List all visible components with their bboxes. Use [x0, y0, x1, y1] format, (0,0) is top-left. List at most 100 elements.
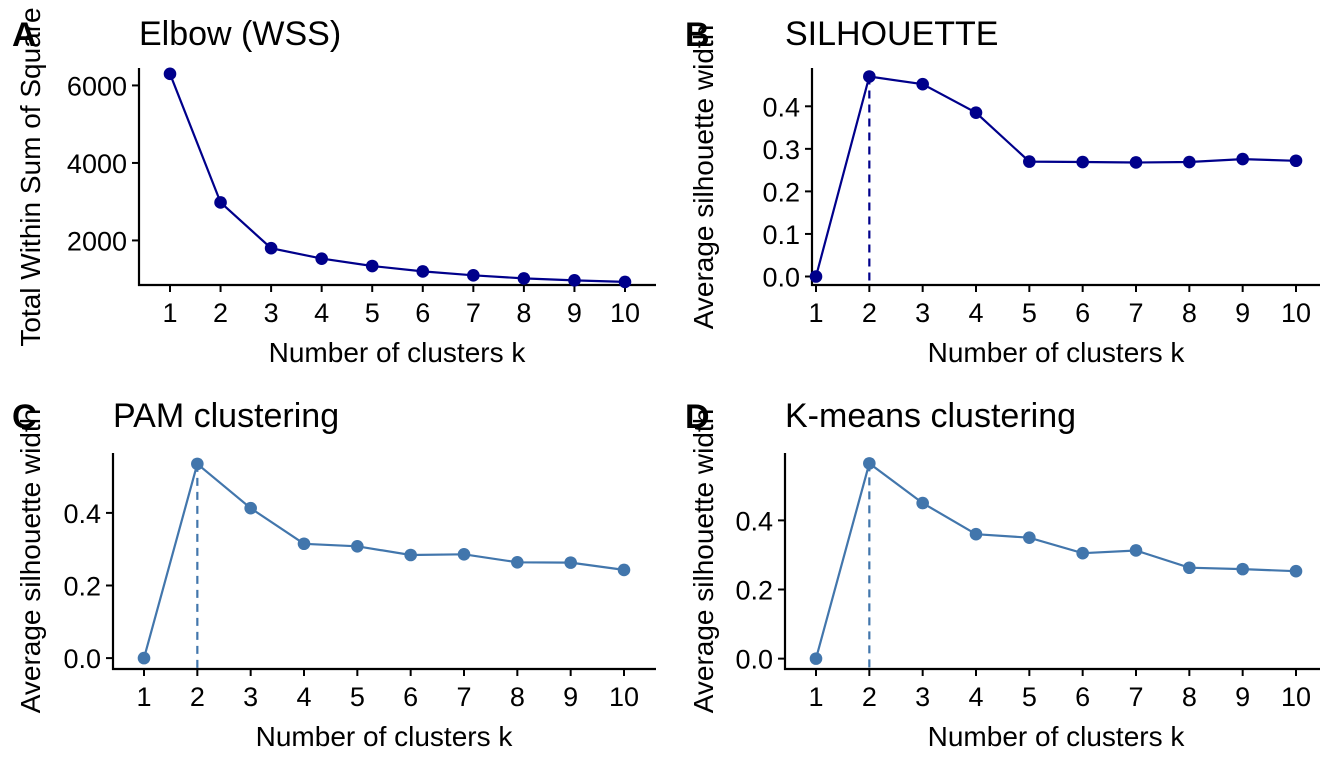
data-point — [809, 270, 823, 283]
x-tick-label: 7 — [456, 682, 471, 712]
y-tick-label: 0.3 — [762, 135, 800, 165]
data-point — [1076, 155, 1089, 169]
x-axis-label: Number of clusters k — [269, 337, 527, 368]
series-line — [168, 73, 626, 283]
x-tick-label: 9 — [563, 682, 578, 712]
x-tick-label: 1 — [808, 298, 823, 328]
chart-title: K-means clustering — [785, 397, 1076, 435]
data-point — [568, 274, 581, 287]
panel-tag: B — [685, 16, 710, 54]
data-point — [863, 70, 876, 83]
panel-a: 1 2 3 4 5 6 7 8 9 10 2000 4000 6000 Elbow (WSS) Number… — [12, 7, 656, 368]
data-point — [191, 457, 204, 471]
data-point — [1236, 152, 1249, 166]
data-point — [564, 556, 577, 569]
data-point — [1183, 561, 1196, 575]
x-tick-label: 5 — [1022, 682, 1037, 712]
data-point — [1129, 544, 1143, 557]
y-tick-label: 6000 — [67, 71, 127, 101]
y-tick-label: 0.2 — [735, 576, 773, 606]
x-tick-label: 7 — [1128, 298, 1143, 328]
data-point — [1289, 154, 1303, 168]
x-tick-label: 5 — [365, 298, 380, 328]
x-tick-label: 3 — [264, 298, 279, 328]
y-axis-label: Average silhouette width — [688, 409, 719, 714]
x-tick-label: 9 — [1235, 298, 1250, 328]
data-point — [163, 67, 177, 81]
data-point — [969, 527, 983, 541]
x-tick-label: 7 — [466, 298, 481, 328]
y-tick-label: 0.0 — [735, 645, 773, 675]
data-point — [365, 259, 379, 273]
series-line — [814, 461, 1297, 659]
x-tick-label: 5 — [350, 682, 365, 712]
data-point — [137, 651, 151, 665]
x-tick-label: 6 — [415, 298, 430, 328]
data-point — [1076, 546, 1089, 560]
x-tick-label: 8 — [1182, 682, 1197, 712]
y-tick-label: 0.4 — [762, 92, 800, 122]
data-point — [457, 547, 471, 561]
data-point — [297, 537, 311, 551]
x-tick-label: 10 — [609, 682, 639, 712]
x-tick-label: 10 — [610, 298, 640, 328]
data-point — [517, 272, 531, 285]
y-tick-label: 2000 — [67, 226, 127, 256]
data-point — [511, 555, 524, 569]
data-point — [351, 539, 364, 553]
panel-tag: D — [685, 398, 710, 436]
x-tick-label: 8 — [516, 298, 531, 328]
y-tick-label: 0.2 — [762, 177, 800, 207]
chart-title: SILHOUETTE — [785, 15, 998, 53]
x-tick-label: 8 — [1182, 298, 1197, 328]
chart-title: Elbow (WSS) — [139, 15, 341, 53]
panel-d: 1 2 3 4 5 6 7 8 9 10 0.0 0.2 0.4 K-means clustering Nu… — [685, 397, 1320, 752]
x-tick-label: 6 — [1075, 298, 1090, 328]
y-axis-label: Average silhouette width — [688, 25, 719, 330]
panel-b: 1 2 3 4 5 6 7 8 9 10 0.0 0.1 0.2 0.3 0.4 SILHOUETTE Numb… — [685, 15, 1320, 368]
data-point — [404, 548, 417, 562]
data-point — [969, 106, 983, 119]
data-point — [1129, 156, 1143, 169]
panel-tag: C — [12, 398, 37, 436]
series-line — [814, 75, 1297, 277]
x-tick-label: 9 — [567, 298, 582, 328]
x-tick-label: 10 — [1281, 298, 1311, 328]
y-tick-label: 0.0 — [762, 262, 800, 292]
data-point — [1023, 155, 1036, 168]
data-point — [264, 241, 278, 255]
data-point — [617, 563, 631, 577]
x-tick-label: 5 — [1022, 298, 1037, 328]
x-tick-label: 7 — [1128, 682, 1143, 712]
data-point — [416, 265, 430, 278]
x-tick-label: 1 — [808, 682, 823, 712]
data-point — [916, 77, 929, 91]
y-tick-label: 0.2 — [63, 572, 101, 602]
x-tick-label: 3 — [915, 682, 930, 712]
data-point — [467, 269, 480, 282]
y-tick-label: 4000 — [67, 149, 127, 179]
panel-tag: A — [12, 16, 37, 54]
x-tick-label: 6 — [1075, 682, 1090, 712]
y-axis-label: Total Within Sum of Square — [15, 7, 46, 346]
x-tick-label: 3 — [243, 682, 258, 712]
x-tick-label: 4 — [296, 682, 311, 712]
data-point — [1183, 155, 1196, 169]
data-point — [315, 252, 328, 265]
chart-title: PAM clustering — [113, 397, 339, 435]
x-tick-label: 6 — [403, 682, 418, 712]
y-axis-label: Average silhouette width — [15, 409, 46, 714]
y-tick-label: 0.0 — [63, 644, 101, 674]
data-point — [1236, 562, 1249, 576]
data-point — [244, 501, 257, 515]
x-tick-label: 2 — [862, 298, 877, 328]
x-tick-label: 1 — [136, 682, 151, 712]
series-line — [142, 461, 625, 659]
data-point — [1289, 564, 1303, 578]
x-tick-label: 2 — [190, 682, 205, 712]
x-axis-label: Number of clusters k — [928, 721, 1186, 752]
panel-c: 1 2 3 4 5 6 7 8 9 10 0.0 0.2 0.4 PAM clustering Number… — [12, 397, 656, 752]
x-tick-label: 1 — [162, 298, 177, 328]
data-point — [809, 652, 823, 665]
